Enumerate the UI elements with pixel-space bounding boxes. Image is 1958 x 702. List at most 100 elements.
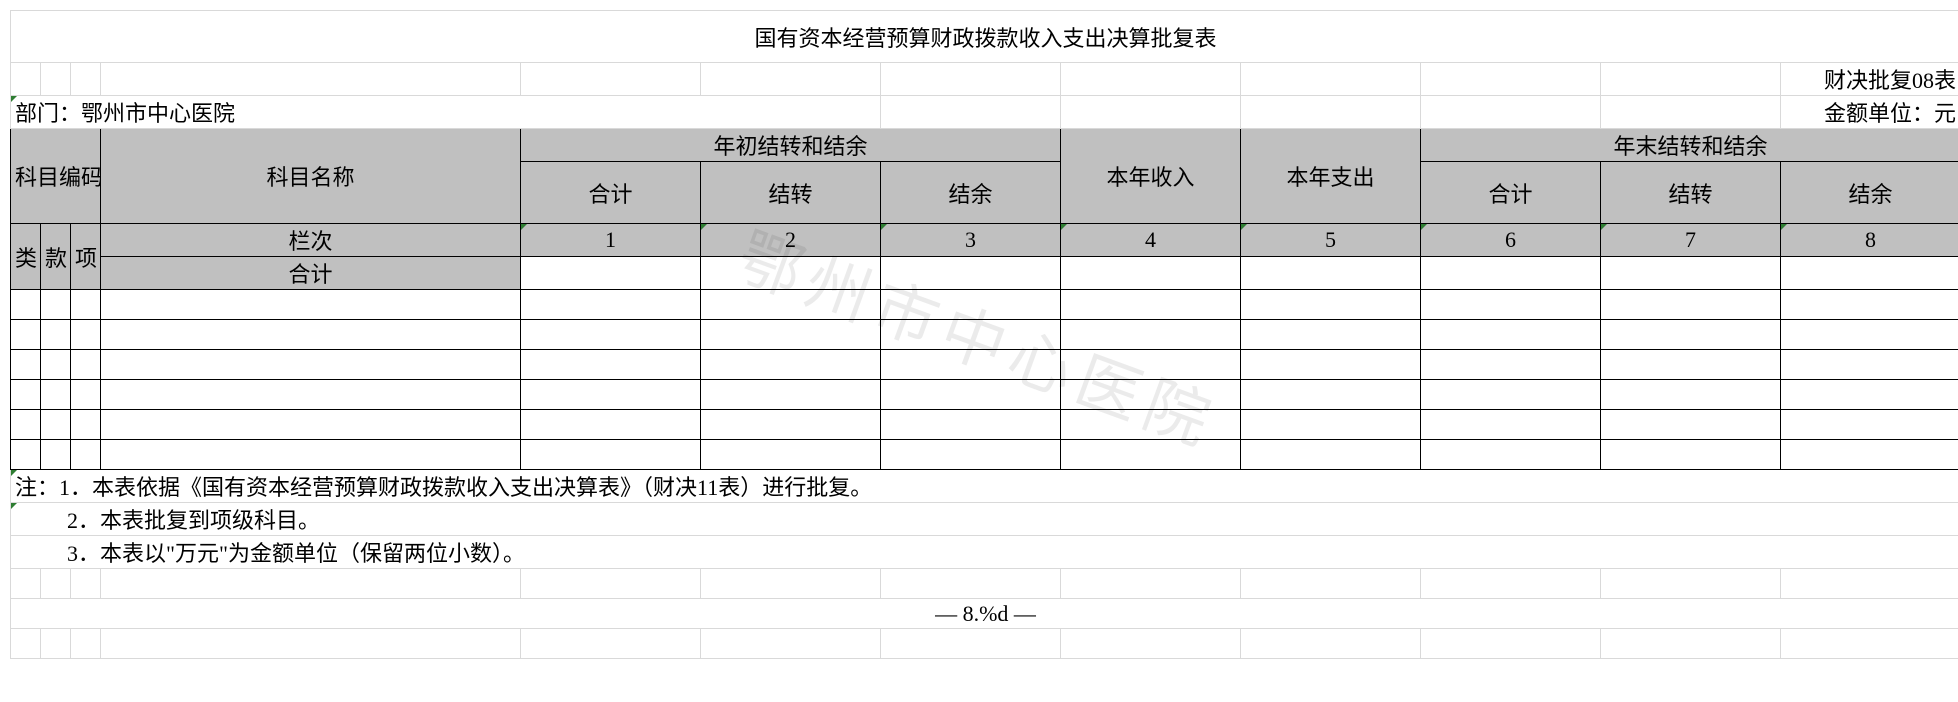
data-cell[interactable]	[881, 440, 1061, 470]
data-cell[interactable]	[11, 380, 41, 410]
data-cell[interactable]	[1061, 380, 1241, 410]
hdr-begin-jiezhuan: 结转	[701, 162, 881, 224]
dept-cell: 部门：鄂州市中心医院	[11, 96, 881, 129]
data-cell[interactable]	[1061, 440, 1241, 470]
data-cell[interactable]	[41, 440, 71, 470]
data-cell[interactable]	[1601, 320, 1781, 350]
data-cell[interactable]	[101, 350, 521, 380]
data-cell[interactable]	[11, 410, 41, 440]
data-cell[interactable]	[1241, 320, 1421, 350]
spreadsheet-table: 国有资本经营预算财政拨款收入支出决算批复表 财决批复08表 部门：鄂州市中心医院…	[10, 10, 1958, 659]
data-cell[interactable]	[521, 257, 701, 290]
data-cell[interactable]	[1421, 380, 1601, 410]
data-cell[interactable]	[11, 350, 41, 380]
data-cell[interactable]	[521, 440, 701, 470]
data-cell[interactable]	[701, 290, 881, 320]
data-cell[interactable]	[881, 320, 1061, 350]
data-cell[interactable]	[1601, 350, 1781, 380]
hdr-expense: 本年支出	[1241, 129, 1421, 224]
data-cell[interactable]	[71, 440, 101, 470]
data-cell[interactable]	[71, 410, 101, 440]
data-cell[interactable]	[1781, 440, 1958, 470]
data-cell[interactable]	[1241, 440, 1421, 470]
table-row	[11, 440, 1958, 470]
data-cell[interactable]	[701, 320, 881, 350]
colnum-5: 5	[1241, 224, 1421, 257]
data-cell[interactable]	[101, 320, 521, 350]
note-1-text: 1．本表依据《国有资本经营预算财政拨款收入支出决算表》（财决11表）进行批复。	[59, 475, 872, 500]
data-cell[interactable]	[1241, 380, 1421, 410]
data-cell[interactable]	[1781, 350, 1958, 380]
data-cell[interactable]	[1601, 410, 1781, 440]
data-cell[interactable]	[1601, 380, 1781, 410]
data-cell[interactable]	[701, 257, 881, 290]
colnum-8: 8	[1781, 224, 1958, 257]
data-cell[interactable]	[1781, 290, 1958, 320]
data-cell[interactable]	[1241, 290, 1421, 320]
data-cell[interactable]	[1601, 290, 1781, 320]
data-cell[interactable]	[1781, 410, 1958, 440]
hdr-end-group: 年末结转和结余	[1421, 129, 1958, 162]
data-cell[interactable]	[521, 350, 701, 380]
data-cell[interactable]	[521, 410, 701, 440]
data-cell[interactable]	[701, 410, 881, 440]
notes-lead: 注：	[15, 475, 59, 500]
data-cell[interactable]	[1421, 410, 1601, 440]
hdr-lei: 类	[11, 224, 41, 290]
data-cell[interactable]	[41, 320, 71, 350]
form-code: 财决批复08表	[1781, 63, 1958, 96]
data-cell[interactable]	[101, 440, 521, 470]
data-cell[interactable]	[1781, 380, 1958, 410]
data-cell[interactable]	[41, 410, 71, 440]
data-cell[interactable]	[101, 290, 521, 320]
data-cell[interactable]	[1421, 257, 1601, 290]
data-cell[interactable]	[71, 350, 101, 380]
hdr-begin-group: 年初结转和结余	[521, 129, 1061, 162]
data-cell[interactable]	[1781, 320, 1958, 350]
data-cell[interactable]	[701, 380, 881, 410]
data-cell[interactable]	[1421, 350, 1601, 380]
data-cell[interactable]	[1421, 290, 1601, 320]
data-cell[interactable]	[11, 290, 41, 320]
data-cell[interactable]	[1241, 257, 1421, 290]
data-cell[interactable]	[881, 380, 1061, 410]
data-cell[interactable]	[101, 410, 521, 440]
data-cell[interactable]	[11, 320, 41, 350]
data-cell[interactable]	[71, 380, 101, 410]
data-cell[interactable]	[11, 440, 41, 470]
data-cell[interactable]	[1061, 410, 1241, 440]
data-cell[interactable]	[41, 380, 71, 410]
hdr-end-heji: 合计	[1421, 162, 1601, 224]
colnum-1: 1	[521, 224, 701, 257]
data-cell[interactable]	[1241, 410, 1421, 440]
data-cell[interactable]	[101, 380, 521, 410]
data-cell[interactable]	[41, 350, 71, 380]
data-cell[interactable]	[701, 440, 881, 470]
data-cell[interactable]	[1241, 350, 1421, 380]
data-cell[interactable]	[1601, 440, 1781, 470]
data-cell[interactable]	[521, 380, 701, 410]
hdr-name: 科目名称	[101, 129, 521, 224]
data-cell[interactable]	[1061, 257, 1241, 290]
data-cell[interactable]	[881, 410, 1061, 440]
colnum-6: 6	[1421, 224, 1601, 257]
data-cell[interactable]	[521, 290, 701, 320]
data-cell[interactable]	[1061, 290, 1241, 320]
worksheet: 鄂州市中心医院 国有资本经营预算财政拨款收入支出决算批复表 财决批复08表 部门…	[10, 10, 1948, 659]
data-cell[interactable]	[1421, 320, 1601, 350]
data-cell[interactable]	[1601, 257, 1781, 290]
data-cell[interactable]	[881, 290, 1061, 320]
data-cell[interactable]	[1781, 257, 1958, 290]
data-cell[interactable]	[71, 320, 101, 350]
data-cell[interactable]	[1421, 440, 1601, 470]
data-cell[interactable]	[701, 350, 881, 380]
data-cell[interactable]	[881, 257, 1061, 290]
data-cell[interactable]	[881, 350, 1061, 380]
data-cell[interactable]	[1061, 350, 1241, 380]
colnum-7: 7	[1601, 224, 1781, 257]
data-cell[interactable]	[41, 290, 71, 320]
data-cell[interactable]	[521, 320, 701, 350]
data-cell[interactable]	[1061, 320, 1241, 350]
data-cell[interactable]	[71, 290, 101, 320]
table-row	[11, 350, 1958, 380]
